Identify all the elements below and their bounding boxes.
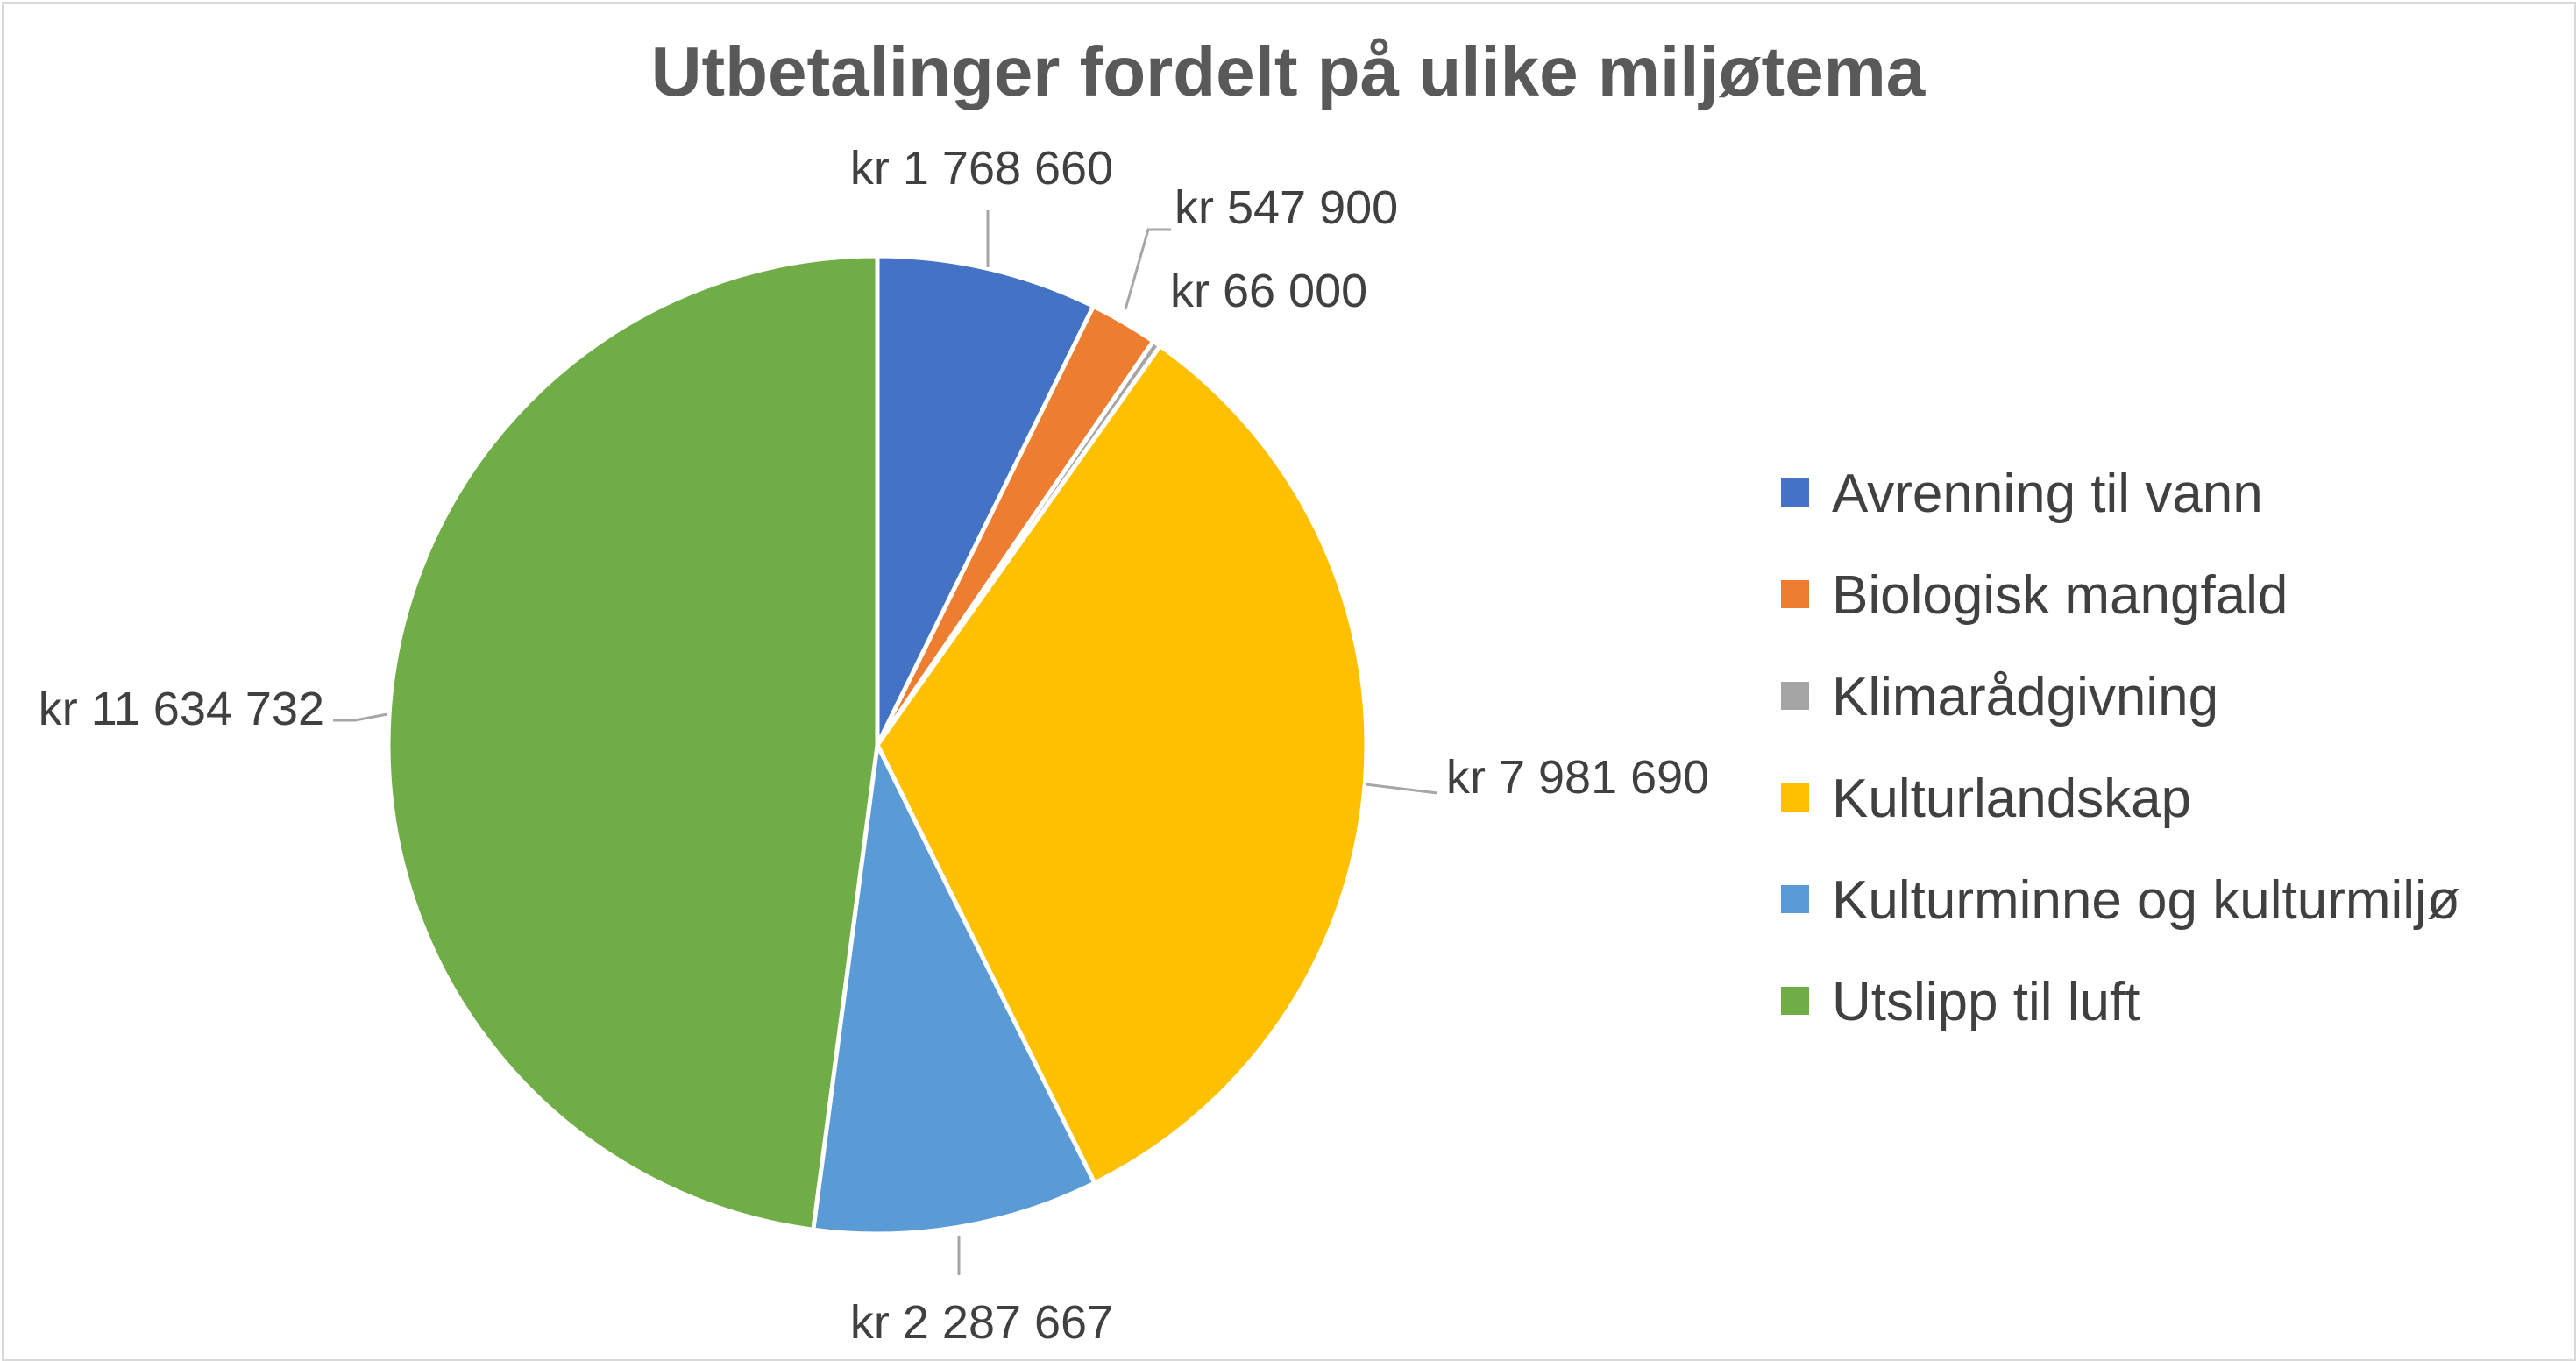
data-labels: kr 1 768 660 kr 547 900 kr 66 000 kr 7 981 … [39, 142, 1709, 1349]
legend-label-klimaradgivning: Klimarådgivning [1832, 667, 2218, 727]
legend-swatch-utslipp-til-luft [1781, 987, 1809, 1015]
leader-line-utslipp-til-luft [333, 712, 388, 722]
data-label-utslipp-til-luft: kr 11 634 732 [39, 683, 324, 735]
legend-swatch-klimaradgivning [1781, 682, 1809, 710]
data-label-biologisk-mangfald: kr 547 900 [1174, 181, 1398, 234]
pie-slice-kulturlandskap [875, 344, 1369, 1186]
legend-label-kulturlandskap: Kulturlandskap [1832, 769, 2191, 829]
legend-swatch-biologisk-mangfald [1781, 580, 1809, 608]
legend-swatch-kulturlandskap [1781, 783, 1809, 812]
data-label-klimaradgivning: kr 66 000 [1170, 265, 1367, 317]
legend-label-utslipp-til-luft: Utslipp til luft [1832, 972, 2140, 1032]
legend-swatch-kulturminne-og-kulturmilj [1781, 885, 1809, 913]
pie-slice-avrenning-til-vann [875, 253, 1096, 748]
leader-lines [333, 210, 1438, 1275]
legend: Avrenning til vann Biologisk mangfald Klim… [1781, 464, 2460, 1032]
legend-label-avrenning-til-vann: Avrenning til vann [1832, 464, 2263, 524]
leader-line-biologisk-mangfald [1124, 228, 1171, 310]
data-label-kulturminne-og-kulturmilj: kr 2 287 667 [850, 1296, 1113, 1349]
pie-slice-kulturminne-og-kulturmilj [811, 742, 1097, 1237]
legend-swatch-avrenning-til-vann [1781, 478, 1809, 507]
legend-label-biologisk-mangfald: Biologisk mangfald [1832, 565, 2288, 626]
data-label-avrenning-til-vann: kr 1 768 660 [850, 142, 1113, 195]
pie-slices [386, 253, 1369, 1237]
leader-line-kulturlandskap [1365, 783, 1438, 795]
data-label-kulturlandskap: kr 7 981 690 [1446, 751, 1709, 804]
chart-title: Utbetalinger fordelt på ulike miljøtema [650, 32, 1926, 110]
legend-label-kulturminne-og-kulturmilj: Kulturminne og kulturmiljø [1832, 870, 2460, 931]
pie-slice-utslipp-til-luft [386, 253, 880, 1232]
